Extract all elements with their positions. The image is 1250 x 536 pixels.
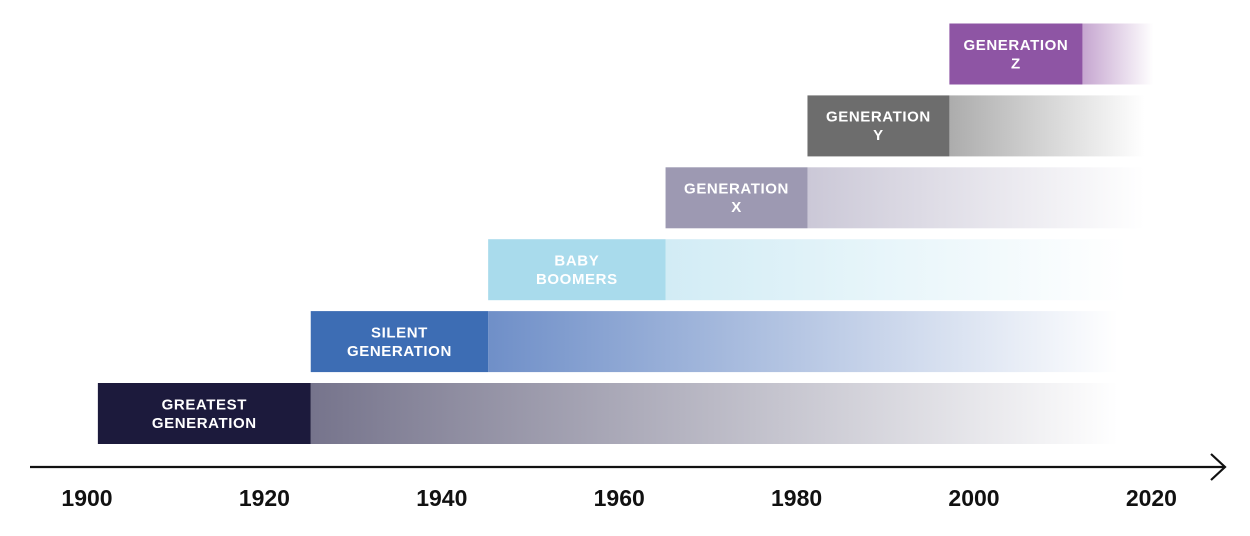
generation-gen-z-label-line: Z bbox=[1011, 55, 1021, 72]
generation-gen-y: GENERATION Y bbox=[807, 95, 1145, 157]
generation-gen-z-fade-bar bbox=[1082, 23, 1154, 85]
generation-gen-y-fade-bar bbox=[949, 95, 1145, 157]
generation-gen-z: GENERATION Z bbox=[949, 23, 1154, 85]
generation-greatest-label-line: GENERATION bbox=[152, 415, 257, 432]
x-tick-label-1900: 1900 bbox=[61, 485, 112, 511]
generation-boomers-label-line: BABY bbox=[554, 252, 599, 269]
generation-greatest-label: GREATEST GENERATION bbox=[152, 396, 257, 432]
generation-boomers-label-line: BOOMERS bbox=[536, 271, 618, 288]
generation-greatest: GREATEST GENERATION bbox=[97, 383, 1118, 444]
generation-silent-bar bbox=[310, 311, 489, 373]
generation-greatest-fade-bar bbox=[310, 383, 1118, 444]
generation-gen-y-label: GENERATION Y bbox=[826, 109, 931, 144]
x-tick-label-2000: 2000 bbox=[948, 485, 999, 511]
generation-gen-z-bar bbox=[949, 23, 1083, 85]
generation-gen-z-label: GENERATION Z bbox=[963, 37, 1068, 73]
generation-gen-x-fade-bar bbox=[807, 167, 1145, 229]
generation-silent-label: SILENT GENERATION bbox=[347, 324, 452, 360]
x-axis-arrow-icon bbox=[1210, 453, 1227, 481]
generation-gen-x-label: GENERATION X bbox=[684, 181, 789, 217]
x-axis-tick-labels: 1900 1920 1940 1960 1980 2000 2020 bbox=[61, 485, 1177, 511]
generation-boomers: BABY BOOMERS bbox=[488, 239, 1127, 301]
generation-gen-z-label-line: GENERATION bbox=[963, 37, 1068, 54]
generation-bars: GREATEST GENERATION SILENT GENERATION BABY BO… bbox=[97, 23, 1154, 444]
x-axis bbox=[30, 453, 1227, 481]
x-tick-label-1960: 1960 bbox=[594, 485, 645, 511]
generation-gen-x-label-line: GENERATION bbox=[684, 181, 789, 198]
generation-silent-label-line: SILENT bbox=[371, 324, 428, 341]
generation-gen-x-label-line: X bbox=[731, 199, 742, 216]
generation-greatest-bar bbox=[97, 383, 311, 444]
generation-greatest-label-line: GREATEST bbox=[162, 396, 247, 413]
x-tick-label-1920: 1920 bbox=[239, 485, 290, 511]
x-tick-label-1940: 1940 bbox=[416, 485, 467, 511]
generation-gen-x: GENERATION X bbox=[665, 167, 1145, 229]
generation-boomers-fade-bar bbox=[665, 239, 1127, 301]
generation-gen-y-bar bbox=[807, 95, 950, 157]
generation-boomers-bar bbox=[488, 239, 666, 301]
generation-boomers-label: BABY BOOMERS bbox=[536, 252, 618, 288]
generation-silent-fade-bar bbox=[488, 311, 1118, 373]
x-tick-label-1980: 1980 bbox=[771, 485, 822, 511]
generation-gen-x-bar bbox=[665, 167, 808, 229]
generation-gen-y-label-line: GENERATION bbox=[826, 109, 931, 126]
generation-gen-y-label-line: Y bbox=[873, 127, 884, 144]
generation-silent: SILENT GENERATION bbox=[310, 311, 1118, 373]
generation-silent-label-line: GENERATION bbox=[347, 343, 452, 360]
x-tick-label-2020: 2020 bbox=[1126, 485, 1177, 511]
